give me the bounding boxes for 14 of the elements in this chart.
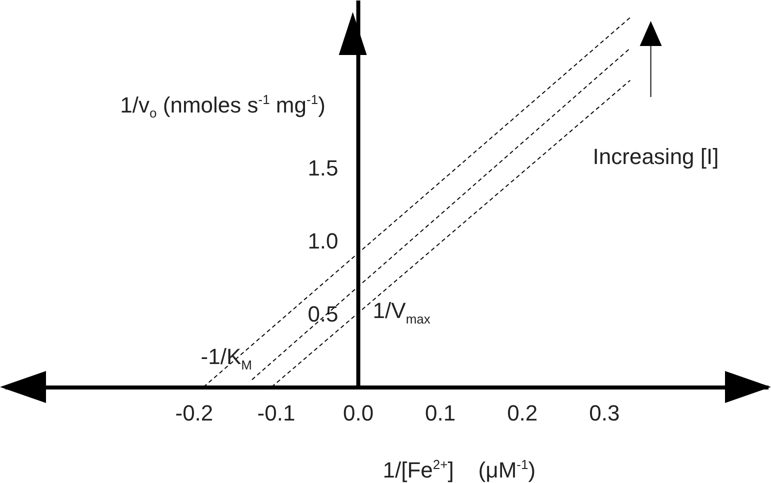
x-tick-label: 0.2 (507, 400, 538, 426)
y-tick-label: 1.0 (308, 228, 338, 254)
y-axis-title: 1/v$_{o}$ (nmoles s$^{-1}$ mg$^{-1}$) (119, 91, 326, 123)
x-tick-label: -0.1 (257, 400, 296, 426)
x-tick-label: 0.0 (342, 400, 374, 426)
x-axis-title: 1/[Fe$^{2+}$] (μM$^{-1}$) (382, 456, 536, 482)
annotation: 1/V$_{max}$ (372, 298, 430, 328)
x-tick-label: 0.3 (589, 400, 620, 426)
y-tick-label: 1.5 (308, 155, 338, 180)
x-tick-label: 0.1 (425, 400, 456, 426)
annotation: Increasing [I] (592, 144, 719, 169)
x-tick-label: -0.2 (175, 400, 214, 426)
annotation: -1/K$_{M}$ (200, 344, 252, 374)
y-tick-label: 0.5 (308, 301, 338, 326)
